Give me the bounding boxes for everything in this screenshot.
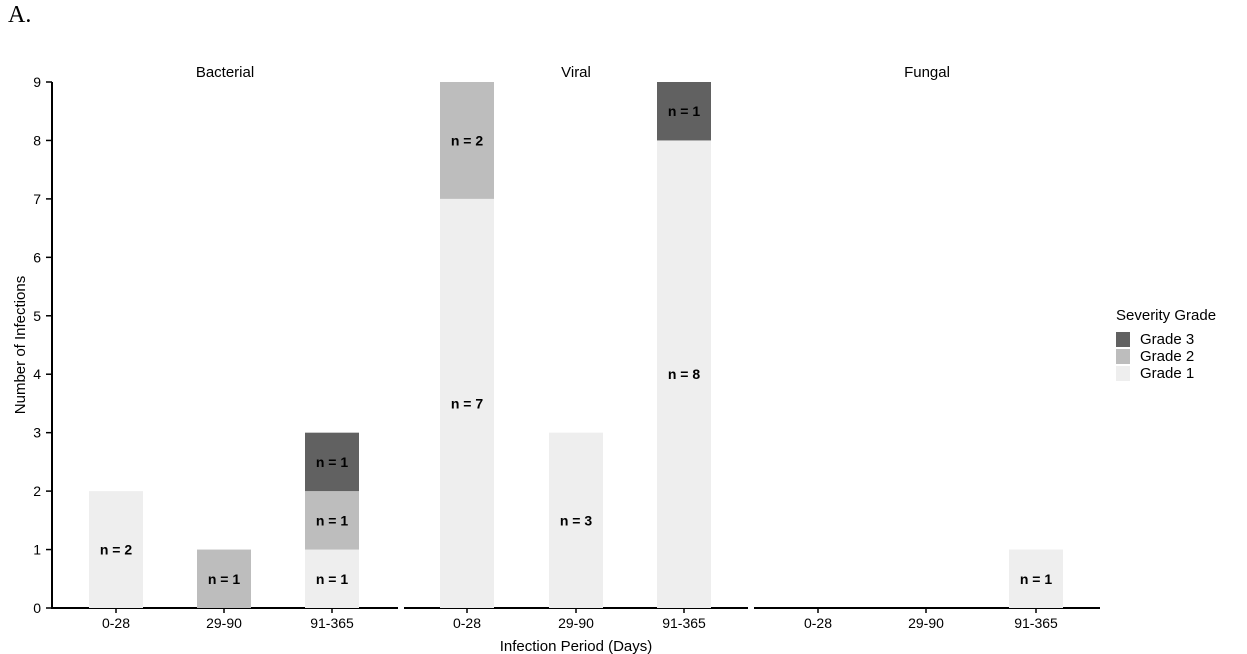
x-tick-label: 91-365 (310, 615, 354, 631)
bar-segment (657, 82, 711, 141)
legend-label: Grade 3 (1140, 331, 1194, 348)
x-tick-label: 91-365 (662, 615, 706, 631)
legend-swatch (1116, 366, 1130, 381)
x-tick-label: 29-90 (558, 615, 594, 631)
x-tick-label: 0-28 (453, 615, 481, 631)
bar-segment (305, 432, 359, 492)
x-tick-label: 29-90 (908, 615, 944, 631)
y-tick-label: 0 (33, 600, 41, 616)
facet-title: Fungal (904, 64, 950, 81)
data-label: n = 1 (316, 512, 349, 528)
bars-layer (89, 82, 1063, 608)
data-label: n = 1 (316, 571, 349, 587)
bar-segment (305, 491, 359, 550)
legend-label: Grade 1 (1140, 365, 1194, 382)
y-tick-label: 9 (33, 74, 41, 90)
x-axis-title: Infection Period (Days) (500, 638, 653, 654)
data-label: n = 1 (316, 454, 349, 470)
y-axis-title: Number of Infections (12, 276, 29, 414)
data-label: n = 1 (208, 571, 241, 587)
legend-label: Grade 2 (1140, 348, 1194, 365)
y-tick-label: 5 (33, 308, 41, 324)
data-label: n = 8 (668, 366, 701, 382)
bar-segment (89, 491, 143, 608)
data-label: n = 1 (668, 103, 701, 119)
legend-swatch (1116, 349, 1130, 364)
bar-segment (440, 82, 494, 199)
data-label: n = 2 (451, 132, 484, 148)
y-tick-label: 6 (33, 249, 41, 265)
legend-swatch (1116, 332, 1130, 347)
bar-segment (1009, 549, 1063, 608)
y-tick-label: 7 (33, 191, 41, 207)
data-label: n = 7 (451, 395, 484, 411)
x-tick-label: 0-28 (102, 615, 130, 631)
x-tick-label: 0-28 (804, 615, 832, 631)
facet-title: Bacterial (196, 64, 254, 81)
bar-segment (305, 549, 359, 608)
data-label: n = 1 (1020, 571, 1053, 587)
bar-segment (549, 432, 603, 608)
bar-segment (197, 549, 251, 608)
data-label: n = 2 (100, 542, 133, 558)
y-tick-label: 4 (33, 366, 41, 382)
y-tick-label: 8 (33, 132, 41, 148)
x-tick-label: 91-365 (1014, 615, 1058, 631)
bar-segment (440, 198, 494, 608)
data-label: n = 3 (560, 512, 593, 528)
labels-layer: n = 2 n = 1 n = 1 n = 1 n = 1 n = 7 n = 2 n = 3… (100, 103, 1053, 587)
panel-label: A. (8, 2, 32, 28)
y-tick-label: 1 (33, 542, 41, 558)
y-tick-label: 3 (33, 425, 41, 441)
y-tick-label: 2 (33, 483, 41, 499)
x-tick-label: 29-90 (206, 615, 242, 631)
bar-segment (657, 140, 711, 608)
facet-title: Viral (561, 64, 591, 81)
legend-title: Severity Grade (1116, 307, 1216, 324)
